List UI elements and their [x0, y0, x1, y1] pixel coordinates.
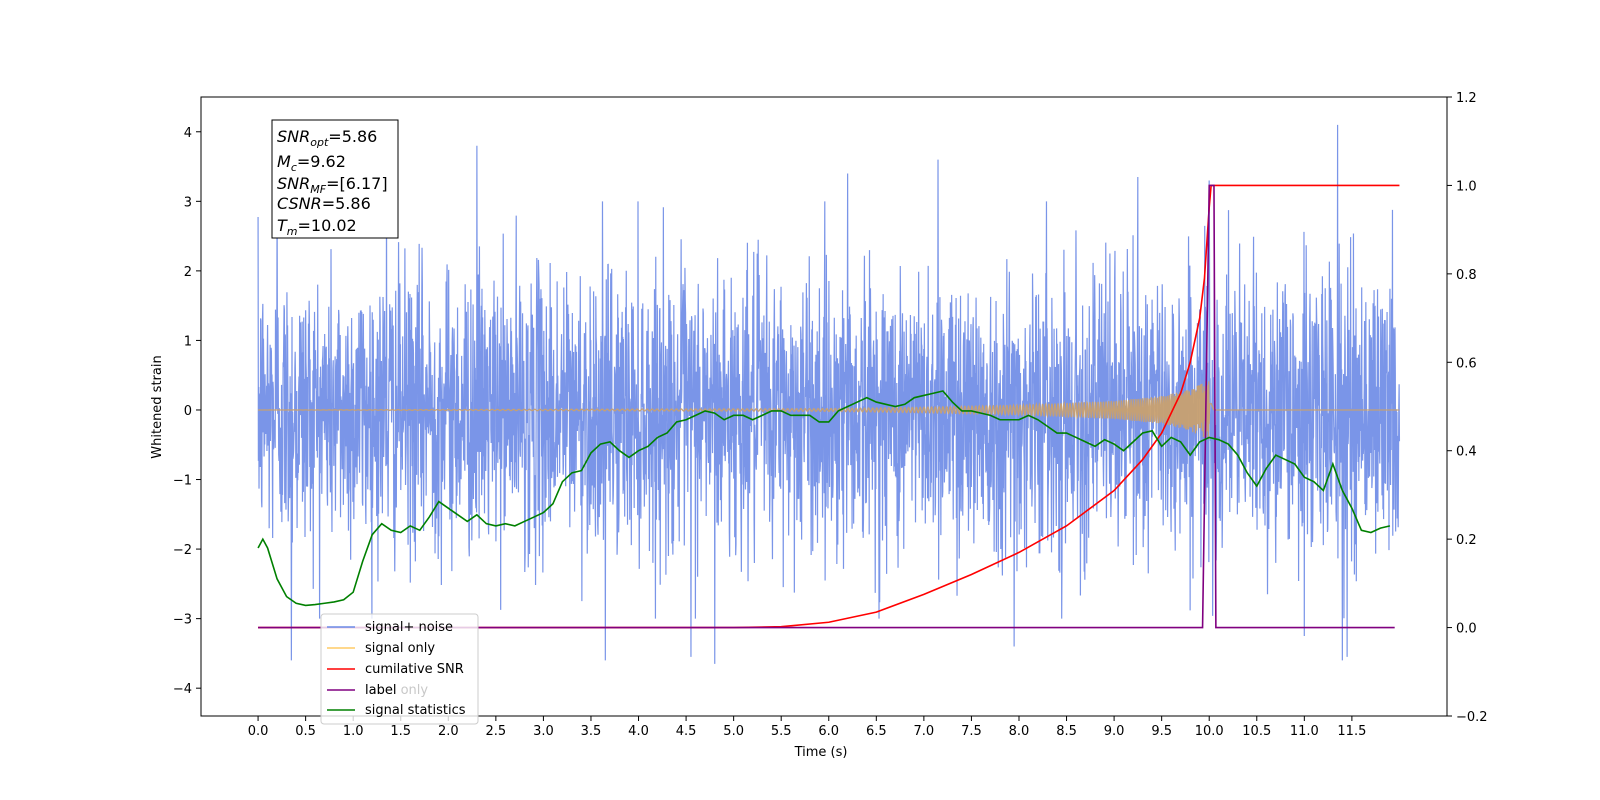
- legend-label-signal-statistics: signal statistics: [365, 703, 466, 718]
- y-tick-label: −3: [173, 613, 192, 628]
- plot-frame: [200, 96, 1448, 717]
- y2-tick-label: 0.0: [1456, 622, 1477, 637]
- x-tick-label: 10.0: [1195, 724, 1224, 739]
- legend-ghost-text: label only: [365, 683, 428, 698]
- y-axis-label: Whitened strain: [150, 355, 165, 458]
- series-signal-statistics-line: [257, 390, 1391, 607]
- y-tick-label: 4: [184, 126, 192, 141]
- legend-label-signal-noise: signal+ noise: [365, 620, 453, 635]
- x-tick-label: 8.5: [1056, 724, 1077, 739]
- legend-label-signal-only: signal only: [365, 641, 435, 656]
- info-mc: Mc=9.62: [277, 152, 346, 174]
- y2-tick-label: 0.2: [1456, 533, 1477, 548]
- y2-tick-label: 0.6: [1456, 356, 1477, 371]
- legend-frame: [320, 613, 479, 725]
- y-tick-label: −2: [173, 543, 192, 558]
- info-snr-opt: SNRopt=5.86: [277, 127, 377, 149]
- y2-tick-label: 1.0: [1456, 179, 1477, 194]
- info-snr-mf: SNRMF=[6.17]: [277, 174, 388, 196]
- y-axis-left: −4 −3 −2 −1 0 1 2 3 4: [173, 126, 201, 697]
- x-tick-label: 7.0: [914, 724, 935, 739]
- y-tick-label: 2: [184, 265, 192, 280]
- x-tick-label: 9.5: [1151, 724, 1172, 739]
- legend-label-label: label: [365, 683, 396, 698]
- y2-tick-label: 1.2: [1456, 91, 1477, 106]
- info-box-frame: [271, 119, 399, 239]
- y2-tick-label: −0.2: [1456, 710, 1488, 725]
- x-tick-label: 0.0: [248, 724, 269, 739]
- x-tick-label: 8.0: [1009, 724, 1030, 739]
- y-tick-label: 1: [184, 334, 192, 349]
- y2-tick-label: 0.8: [1456, 268, 1477, 283]
- x-tick-label: 3.5: [581, 724, 602, 739]
- legend: signal+ noise signal only cumilative SNR…: [320, 613, 479, 725]
- info-box: SNRopt=5.86 Mc=9.62 SNRMF=[6.17] CSNR=5.…: [271, 119, 399, 239]
- y2-tick-label: 0.4: [1456, 445, 1477, 460]
- x-tick-label: 6.5: [866, 724, 887, 739]
- y-tick-label: −1: [173, 474, 192, 489]
- series-signal-noise-line: [257, 124, 1401, 664]
- x-tick-label: 4.5: [676, 724, 697, 739]
- x-tick-label: 4.0: [628, 724, 649, 739]
- x-axis-label: Time (s): [794, 745, 848, 760]
- y-tick-label: 3: [184, 195, 192, 210]
- x-tick-label: 2.0: [438, 724, 459, 739]
- x-tick-label: 5.5: [771, 724, 792, 739]
- x-tick-label: 1.0: [343, 724, 364, 739]
- x-tick-label: 7.5: [961, 724, 982, 739]
- x-tick-label: 2.5: [486, 724, 507, 739]
- legend-label-cumulative-snr: cumilative SNR: [365, 662, 464, 677]
- info-tm: Tm=10.02: [277, 216, 357, 238]
- y-axis-right: −0.2 0.0 0.2 0.4 0.6 0.8 1.0 1.2: [1447, 91, 1488, 725]
- y-tick-label: 0: [184, 404, 192, 419]
- x-tick-label: 5.0: [723, 724, 744, 739]
- x-axis: 0.0 0.5 1.0 1.5 2.0 2.5 3.0 3.5 4.0 4.5 5.0 5.5 6.0 6…: [248, 716, 1366, 739]
- series-layer: [257, 124, 1401, 664]
- x-tick-label: 10.5: [1242, 724, 1271, 739]
- x-tick-label: 3.0: [533, 724, 554, 739]
- info-csnr: CSNR=5.86: [277, 194, 371, 213]
- x-tick-label: 11.5: [1337, 724, 1366, 739]
- x-tick-label: 11.0: [1290, 724, 1319, 739]
- series-signal-only-line: [258, 381, 1400, 440]
- x-tick-label: 0.5: [295, 724, 316, 739]
- x-tick-label: 9.0: [1104, 724, 1125, 739]
- x-tick-label: 6.0: [818, 724, 839, 739]
- x-tick-label: 1.5: [390, 724, 411, 739]
- series-label-line: [258, 184, 1395, 629]
- y-tick-label: −4: [173, 682, 192, 697]
